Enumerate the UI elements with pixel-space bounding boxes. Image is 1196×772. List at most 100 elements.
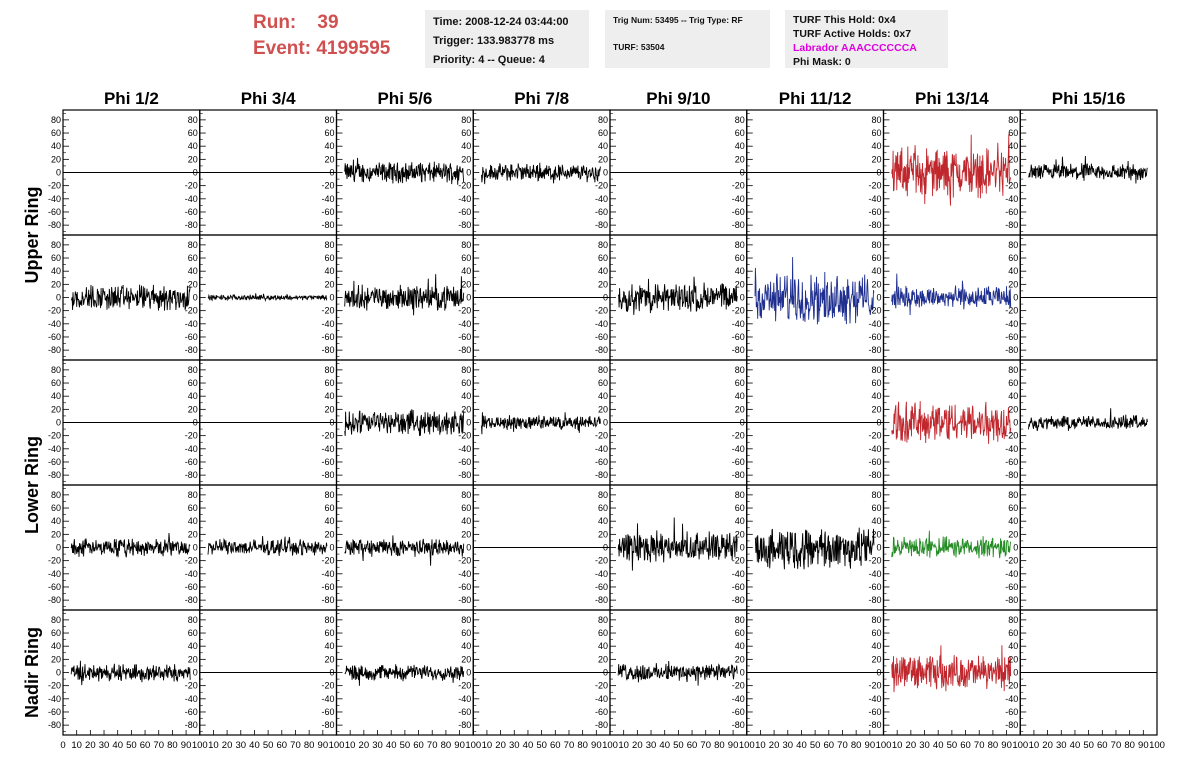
x-tick-label: 50 <box>263 740 274 751</box>
y-tick-label: 20 <box>461 529 471 539</box>
y-tick-label: 20 <box>461 654 471 664</box>
x-tick-label: 90 <box>181 740 192 751</box>
y-tick-label: 40 <box>735 516 745 526</box>
y-tick-label: -80 <box>868 720 881 730</box>
waveform-trace <box>891 133 1012 206</box>
y-tick-label: -20 <box>868 681 881 691</box>
x-tick-label: 30 <box>1056 740 1067 751</box>
y-tick-label: -60 <box>458 207 471 217</box>
y-tick-label: -40 <box>185 194 198 204</box>
x-tick-label: 60 <box>413 740 424 751</box>
x-tick-label: 80 <box>167 740 178 751</box>
waveform-trace <box>1028 408 1148 431</box>
x-tick-label: 10 <box>618 740 629 751</box>
y-tick-label: 40 <box>871 266 881 276</box>
x-tick-label: 10 <box>208 740 219 751</box>
y-tick-label: -20 <box>732 181 745 191</box>
y-tick-label: 80 <box>324 490 334 500</box>
y-tick-label: 0 <box>329 668 334 678</box>
x-tick-label: 100 <box>329 740 345 751</box>
x-tick-label: 60 <box>824 740 835 751</box>
y-tick-label: -40 <box>458 444 471 454</box>
x-tick-label: 20 <box>222 740 233 751</box>
y-tick-label: 80 <box>188 115 198 125</box>
y-tick-label: 0 <box>1013 168 1018 178</box>
time-trigger-box: Time: 2008-12-24 03:44:00 Trigger: 133.9… <box>425 10 589 68</box>
x-tick-label: 20 <box>906 740 917 751</box>
y-tick-label: -40 <box>48 444 61 454</box>
y-tick-label: -60 <box>1005 332 1018 342</box>
y-tick-label: -20 <box>321 181 334 191</box>
y-tick-label: -40 <box>321 194 334 204</box>
waveform-trace <box>344 535 465 566</box>
y-tick-label: -60 <box>868 332 881 342</box>
y-tick-label: 80 <box>598 615 608 625</box>
y-tick-label: -40 <box>868 319 881 329</box>
y-tick-label: -40 <box>1005 569 1018 579</box>
y-tick-label: -60 <box>732 457 745 467</box>
y-tick-label: 40 <box>735 641 745 651</box>
y-tick-label: 80 <box>1008 615 1018 625</box>
y-tick-label: 20 <box>598 404 608 414</box>
y-tick-label: 60 <box>735 128 745 138</box>
y-tick-label: -60 <box>185 582 198 592</box>
y-tick-label: 80 <box>51 365 61 375</box>
x-tick-label: 20 <box>632 740 643 751</box>
y-tick-label: -40 <box>595 569 608 579</box>
y-tick-label: 60 <box>871 628 881 638</box>
y-tick-label: 60 <box>188 253 198 263</box>
ring-label: Upper Ring <box>22 187 42 284</box>
y-tick-label: -80 <box>48 470 61 480</box>
y-tick-label: -20 <box>185 181 198 191</box>
y-tick-label: -20 <box>185 431 198 441</box>
y-tick-label: 60 <box>188 503 198 513</box>
y-tick-label: 80 <box>461 615 471 625</box>
y-tick-label: -60 <box>48 457 61 467</box>
y-tick-label: 80 <box>735 240 745 250</box>
y-tick-label: 60 <box>324 253 334 263</box>
x-tick-label: 90 <box>591 740 602 751</box>
y-tick-label: 20 <box>51 279 61 289</box>
x-tick-label: 80 <box>304 740 315 751</box>
x-tick-label: 20 <box>495 740 506 751</box>
y-tick-label: -60 <box>868 457 881 467</box>
y-tick-label: -80 <box>48 720 61 730</box>
y-tick-label: -60 <box>48 207 61 217</box>
y-tick-label: 20 <box>598 654 608 664</box>
y-tick-label: 20 <box>188 529 198 539</box>
waveform-trace <box>481 412 601 435</box>
y-tick-label: -80 <box>185 470 198 480</box>
y-tick-label: -80 <box>48 220 61 230</box>
y-tick-label: -80 <box>321 470 334 480</box>
y-tick-label: 60 <box>51 503 61 513</box>
y-tick-label: 20 <box>871 279 881 289</box>
run-value: 39 <box>317 12 339 33</box>
y-tick-label: 80 <box>461 115 471 125</box>
y-tick-label: 60 <box>598 128 608 138</box>
y-tick-label: 20 <box>871 154 881 164</box>
y-tick-label: -40 <box>185 694 198 704</box>
y-tick-label: -40 <box>732 194 745 204</box>
y-tick-label: -40 <box>48 694 61 704</box>
y-tick-label: -40 <box>458 569 471 579</box>
x-tick-label: 80 <box>441 740 452 751</box>
waveform-trace <box>1028 155 1148 184</box>
y-tick-label: -80 <box>868 345 881 355</box>
y-tick-label: 0 <box>193 293 198 303</box>
y-tick-label: 40 <box>461 141 471 151</box>
y-tick-label: 20 <box>1008 404 1018 414</box>
y-tick-label: -20 <box>1005 556 1018 566</box>
y-tick-label: -60 <box>1005 707 1018 717</box>
y-tick-label: -80 <box>458 720 471 730</box>
column-header: Phi 15/16 <box>1052 89 1126 108</box>
y-tick-label: -80 <box>458 220 471 230</box>
y-tick-label: -60 <box>48 582 61 592</box>
waveform-trace <box>70 284 191 311</box>
y-tick-label: 0 <box>603 543 608 553</box>
y-tick-label: 60 <box>324 628 334 638</box>
x-tick-label: 70 <box>564 740 575 751</box>
x-tick-label: 40 <box>249 740 260 751</box>
y-tick-label: -60 <box>48 332 61 342</box>
column-header: Phi 9/10 <box>646 89 710 108</box>
waveform-trace <box>754 527 875 570</box>
